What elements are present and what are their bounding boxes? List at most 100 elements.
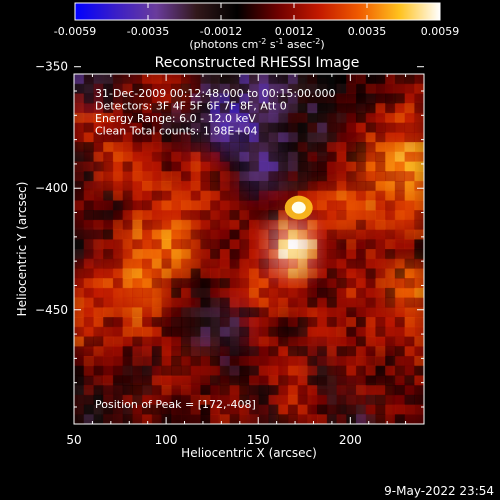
heatmap-texture-cell bbox=[219, 326, 231, 337]
heatmap-texture-cell bbox=[200, 287, 211, 299]
heatmap-texture-cell bbox=[171, 180, 182, 192]
heatmap-texture-cell bbox=[93, 385, 104, 396]
heatmap-texture-cell bbox=[249, 74, 260, 85]
heatmap-texture-cell bbox=[219, 404, 231, 415]
heatmap-texture-cell bbox=[219, 355, 231, 367]
heatmap-texture-cell bbox=[112, 200, 124, 211]
heatmap-texture-cell bbox=[394, 385, 406, 396]
heatmap-texture-cell bbox=[346, 375, 357, 386]
heatmap-texture-cell bbox=[385, 336, 396, 347]
heatmap-texture-cell bbox=[93, 83, 104, 94]
heatmap-texture-cell bbox=[287, 365, 299, 376]
heatmap-texture-cell bbox=[229, 355, 240, 367]
heatmap-texture-cell bbox=[180, 317, 192, 328]
heatmap-texture-cell bbox=[287, 268, 299, 279]
heatmap-texture-cell bbox=[249, 268, 260, 279]
heatmap-texture-cell bbox=[249, 297, 260, 308]
heatmap-texture-cell bbox=[210, 180, 221, 192]
heatmap-texture-cell bbox=[190, 355, 201, 367]
heatmap-texture-cell bbox=[180, 219, 192, 231]
heatmap-texture-cell bbox=[249, 190, 260, 201]
heatmap-texture-cell bbox=[151, 326, 162, 337]
heatmap-texture-cell bbox=[355, 414, 367, 424]
heatmap-texture-cell bbox=[336, 355, 347, 367]
heatmap-texture-cell bbox=[394, 151, 406, 162]
heatmap-texture-cell bbox=[239, 346, 250, 357]
heatmap-texture-cell bbox=[74, 93, 85, 104]
heatmap-texture-cell bbox=[132, 385, 143, 396]
heatmap-texture-cell bbox=[258, 219, 269, 231]
heatmap-texture-cell bbox=[249, 404, 260, 415]
heatmap-texture-cell bbox=[219, 229, 231, 240]
heatmap-texture-cell bbox=[297, 151, 308, 162]
heatmap-texture-cell bbox=[317, 404, 328, 415]
heatmap-texture-cell bbox=[268, 122, 279, 133]
heatmap-texture-cell bbox=[122, 355, 133, 367]
heatmap-texture-cell bbox=[375, 200, 386, 211]
heatmap-texture-cell bbox=[258, 394, 269, 406]
heatmap-texture-cell bbox=[346, 336, 357, 347]
heatmap-texture-cell bbox=[93, 307, 104, 318]
heatmap-texture-cell bbox=[180, 122, 192, 133]
heatmap-texture-cell bbox=[365, 200, 376, 211]
heatmap-texture-cell bbox=[180, 258, 192, 269]
heatmap-texture-cell bbox=[404, 336, 415, 347]
heatmap-texture-cell bbox=[258, 258, 269, 269]
heatmap-texture-cell bbox=[268, 190, 279, 201]
heatmap-texture-cell bbox=[103, 142, 114, 153]
heatmap-texture-cell bbox=[161, 74, 172, 85]
heatmap-texture-cell bbox=[229, 74, 240, 85]
heatmap-texture-cell bbox=[161, 151, 172, 162]
heatmap-texture-cell bbox=[375, 103, 386, 114]
heatmap-texture-cell bbox=[239, 297, 250, 308]
heatmap-texture-cell bbox=[346, 93, 357, 104]
heatmap-texture-cell bbox=[122, 385, 133, 396]
heatmap-texture-cell bbox=[249, 317, 260, 328]
heatmap-texture-cell bbox=[258, 414, 269, 424]
heatmap-texture-cell bbox=[297, 336, 308, 347]
heatmap-texture-cell bbox=[404, 287, 415, 299]
heatmap-texture-cell bbox=[317, 180, 328, 192]
heatmap-texture-cell bbox=[171, 122, 182, 133]
heatmap-texture-cell bbox=[180, 278, 192, 289]
heatmap-texture-cell bbox=[268, 258, 279, 269]
heatmap-texture-cell bbox=[112, 142, 124, 153]
heatmap-texture-cell bbox=[229, 210, 240, 221]
heatmap-texture-cell bbox=[151, 258, 162, 269]
heatmap-texture-cell bbox=[132, 355, 143, 367]
heatmap-texture-cell bbox=[112, 132, 124, 143]
heatmap-texture-cell bbox=[103, 249, 114, 260]
heatmap-texture-cell bbox=[239, 151, 250, 162]
heatmap-texture-cell bbox=[132, 161, 143, 172]
heatmap-texture-cell bbox=[151, 151, 162, 162]
heatmap-texture-cell bbox=[93, 287, 104, 299]
heatmap-texture-cell bbox=[326, 385, 337, 396]
heatmap-texture-cell bbox=[219, 151, 231, 162]
heatmap-texture-cell bbox=[375, 287, 386, 299]
heatmap-texture-cell bbox=[239, 375, 250, 386]
heatmap-texture-cell bbox=[103, 287, 114, 299]
heatmap-texture-cell bbox=[103, 210, 114, 221]
heatmap-texture-cell bbox=[200, 200, 211, 211]
heatmap-texture-cell bbox=[385, 190, 396, 201]
heatmap-texture-cell bbox=[161, 346, 172, 357]
heatmap-texture-cell bbox=[326, 404, 337, 415]
colorbar-tick-label: 0.0012 bbox=[275, 25, 314, 38]
heatmap-texture-cell bbox=[83, 414, 94, 424]
heatmap-texture-cell bbox=[200, 151, 211, 162]
heatmap-texture-cell bbox=[151, 112, 162, 124]
heatmap-texture-cell bbox=[404, 404, 415, 415]
heatmap-texture-cell bbox=[249, 365, 260, 376]
heatmap-texture-cell bbox=[229, 404, 240, 415]
colorbar-unit-label: (photons cm-2 s-1 asec-2) bbox=[189, 37, 324, 51]
heatmap-texture-cell bbox=[326, 317, 337, 328]
heatmap-texture-cell bbox=[210, 112, 221, 124]
heatmap-texture-cell bbox=[103, 74, 114, 85]
heatmap-texture-cell bbox=[122, 297, 133, 308]
heatmap-texture-cell bbox=[93, 112, 104, 124]
heatmap-texture-cell bbox=[297, 190, 308, 201]
heatmap-texture-cell bbox=[122, 83, 133, 94]
heatmap-texture-cell bbox=[74, 112, 85, 124]
heatmap-texture-cell bbox=[200, 278, 211, 289]
heatmap-texture-cell bbox=[180, 83, 192, 94]
